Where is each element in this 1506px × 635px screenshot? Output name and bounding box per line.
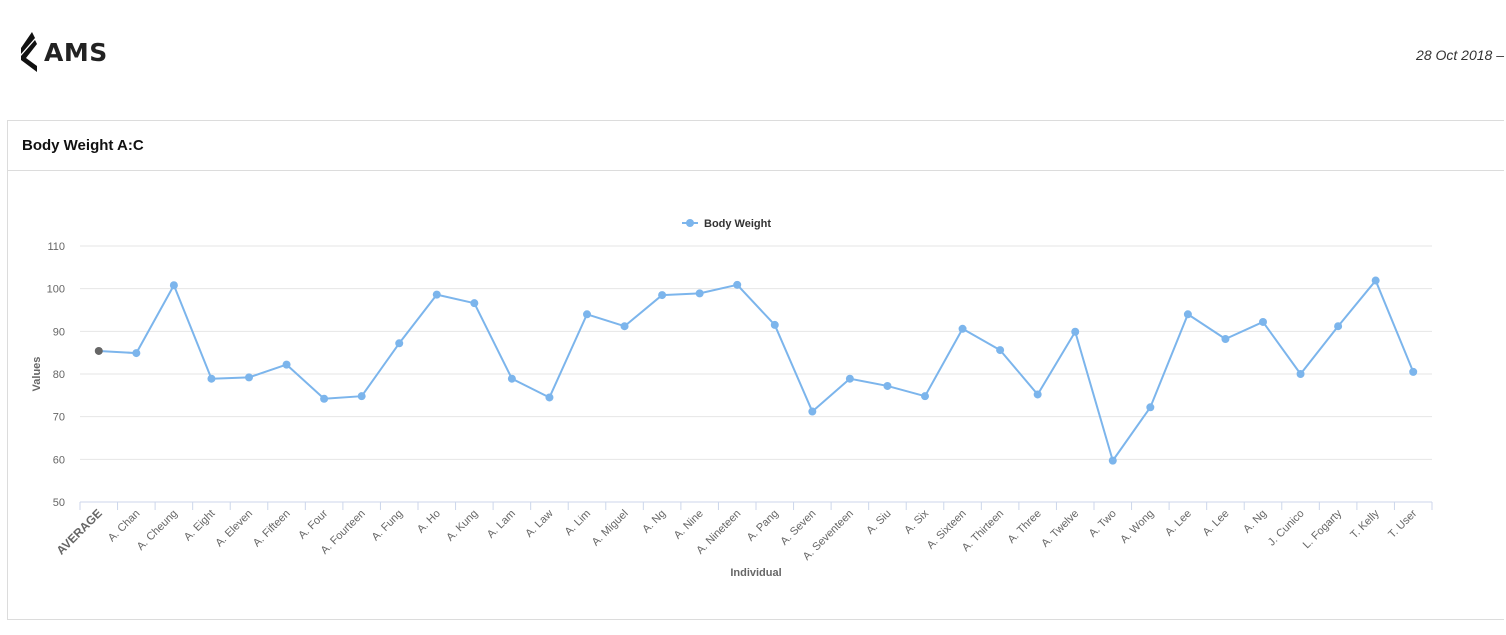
y-tick-label: 60 [53, 454, 65, 466]
legend[interactable]: Body Weight [682, 218, 771, 230]
x-tick-label: A. Law [523, 508, 555, 540]
x-tick-label: T. User [1386, 507, 1419, 540]
data-point[interactable] [1259, 317, 1267, 326]
panel-header: Body Weight A:C [8, 121, 1504, 171]
x-tick-label: T. Kelly [1348, 507, 1382, 541]
x-tick-label: L. Fogarty [1301, 507, 1345, 551]
x-tick-label: A. Ng [640, 508, 668, 536]
data-point[interactable] [1183, 310, 1192, 319]
legend-point-symbol [686, 219, 694, 227]
x-tick-label: A. Three [1006, 508, 1044, 546]
y-axis-title: Values [31, 357, 43, 392]
x-tick-label: A. Chan [106, 508, 143, 545]
panel-title: Body Weight A:C [22, 137, 144, 154]
x-tick-label: A. Fung [370, 508, 406, 544]
data-point[interactable] [808, 407, 817, 416]
y-tick-label: 100 [47, 284, 65, 296]
x-tick-label: A. Wong [1118, 508, 1156, 546]
data-point[interactable] [1409, 367, 1418, 376]
series-line-layer [94, 276, 1418, 465]
x-tick-label: A. Ho [415, 508, 443, 536]
page-header: AMS 28 Oct 2018 – [0, 0, 1506, 110]
data-point[interactable] [1221, 335, 1230, 344]
x-tick-label: A. Lim [563, 508, 594, 539]
x-tick-label: A. Lam [485, 508, 518, 541]
data-point[interactable] [245, 373, 253, 382]
x-axis-title: Individual [730, 567, 781, 579]
y-tick-label: 90 [53, 326, 65, 338]
data-point[interactable] [883, 381, 892, 390]
x-tick-label: A. Six [902, 507, 931, 536]
data-point[interactable] [1033, 390, 1042, 399]
x-tick-label: A. Pang [745, 508, 781, 544]
data-point[interactable] [1296, 370, 1305, 378]
data-point[interactable] [996, 346, 1005, 355]
data-point[interactable] [620, 322, 629, 331]
x-tick-label: A. Twelve [1039, 508, 1081, 550]
x-tick-label: A. Four [296, 507, 330, 541]
x-tick-label: A. Kung [444, 508, 480, 544]
chart-panel: Body Weight A:C [7, 120, 1504, 620]
x-tick-label: A. Nine [672, 508, 706, 542]
data-point[interactable] [733, 280, 742, 289]
data-point[interactable] [282, 360, 291, 369]
data-point[interactable] [1071, 327, 1080, 336]
grid-lines [80, 245, 1432, 460]
data-point[interactable] [320, 394, 329, 403]
data-point[interactable] [545, 393, 554, 402]
data-point[interactable] [921, 392, 929, 401]
data-point[interactable] [1146, 403, 1155, 412]
data-point[interactable] [845, 374, 854, 383]
y-tick-label: 110 [47, 241, 65, 253]
data-point[interactable] [695, 289, 704, 298]
data-point[interactable] [1371, 276, 1380, 285]
ams-logo[interactable]: AMS [18, 30, 108, 74]
data-point[interactable] [583, 310, 591, 319]
ams-logo-icon [21, 32, 37, 72]
data-point[interactable] [658, 291, 667, 300]
y-tick-label: 80 [53, 369, 65, 381]
data-point[interactable] [1334, 322, 1343, 331]
x-tick-label: A. Lee [1201, 508, 1232, 539]
x-tick-label: A. Siu [864, 508, 893, 537]
data-point[interactable] [132, 349, 141, 358]
series-line-body-weight [98, 279, 1415, 462]
data-point[interactable] [770, 320, 779, 329]
legend-item-label[interactable]: Body Weight [704, 218, 771, 230]
y-tick-label: 70 [53, 412, 65, 424]
x-tick-label: A. Cheung [135, 508, 180, 553]
data-point[interactable] [1108, 456, 1117, 465]
data-point[interactable] [470, 299, 479, 308]
data-point[interactable] [958, 324, 967, 333]
logo-text: AMS [44, 37, 108, 67]
x-tick-label: A. Miguel [590, 508, 631, 549]
y-tick-label: 50 [53, 497, 65, 509]
x-tick-label: A. Lee [1163, 508, 1194, 539]
date-range: 28 Oct 2018 – [1416, 47, 1504, 63]
x-tick-label: AVERAGE [54, 506, 105, 557]
x-tick-label: A. Two [1087, 508, 1119, 540]
x-tick-label: A. Eight [182, 508, 218, 544]
data-point[interactable] [169, 281, 178, 290]
data-point-average[interactable] [94, 346, 103, 355]
data-point[interactable] [507, 374, 516, 383]
data-point[interactable] [207, 374, 216, 383]
x-tick-label: A. Ng [1241, 508, 1269, 536]
x-tick-label: A. Eleven [213, 508, 255, 550]
data-point[interactable] [395, 339, 404, 348]
data-point[interactable] [432, 290, 441, 299]
x-tick-label: A. Fifteen [251, 508, 293, 550]
data-point[interactable] [357, 392, 366, 401]
